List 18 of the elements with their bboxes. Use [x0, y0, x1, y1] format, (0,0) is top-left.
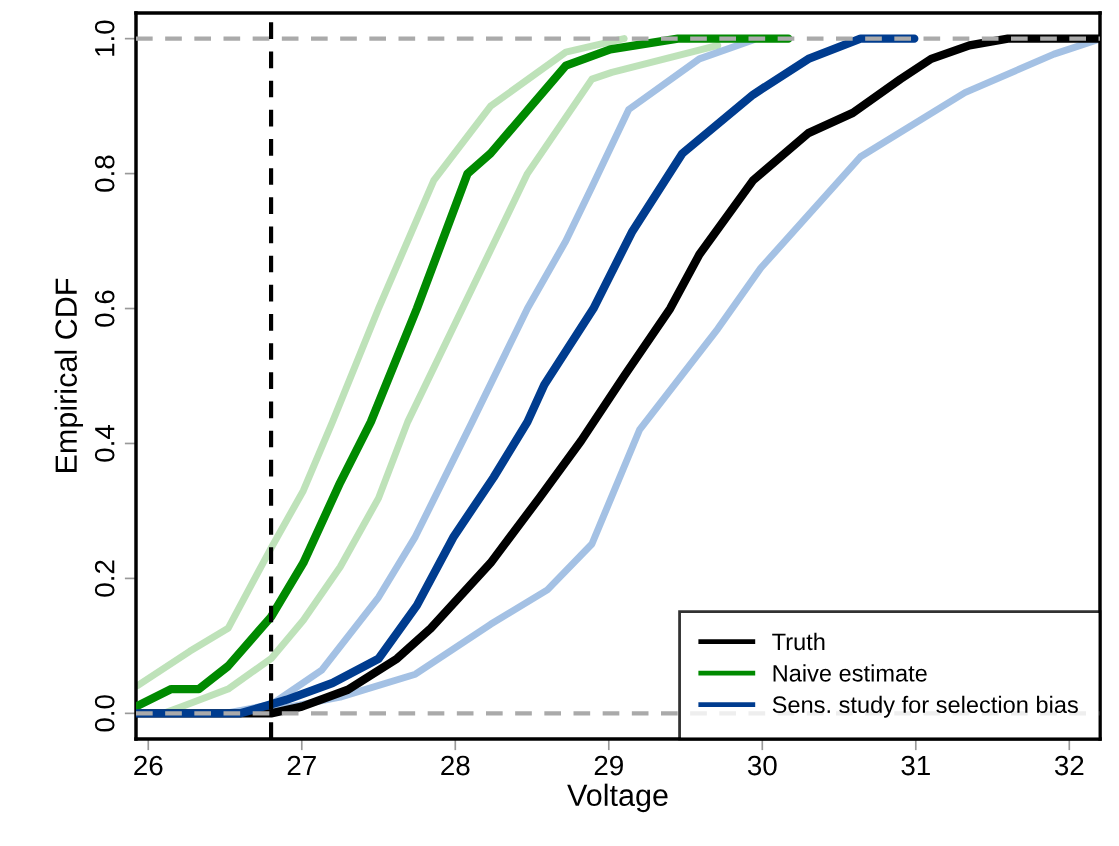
y-axis-title: Empirical CDF [54, 278, 84, 472]
x-tick-label: 31 [901, 755, 930, 776]
y-tick-label: 0.8 [94, 155, 115, 192]
y-tick-label: 0.2 [94, 560, 115, 597]
x-tick-label: 32 [1054, 755, 1084, 776]
y-tick-label: 0.6 [94, 290, 115, 327]
legend-label: Naive estimate [773, 664, 927, 682]
legend-label: Truth [772, 632, 825, 651]
y-tick-label: 1.0 [94, 20, 115, 56]
x-axis-title: Voltage [567, 783, 668, 813]
x-tick-label: 26 [134, 755, 163, 776]
x-tick-label: 28 [441, 755, 470, 776]
x-tick-label: 29 [594, 755, 623, 776]
legend-label: Sens. study for selection bias [772, 695, 1078, 718]
y-tick-label: 0.0 [94, 695, 115, 732]
x-tick-label: 30 [747, 755, 777, 776]
y-tick-label: 0.4 [94, 424, 115, 462]
x-tick-label: 27 [287, 755, 316, 776]
